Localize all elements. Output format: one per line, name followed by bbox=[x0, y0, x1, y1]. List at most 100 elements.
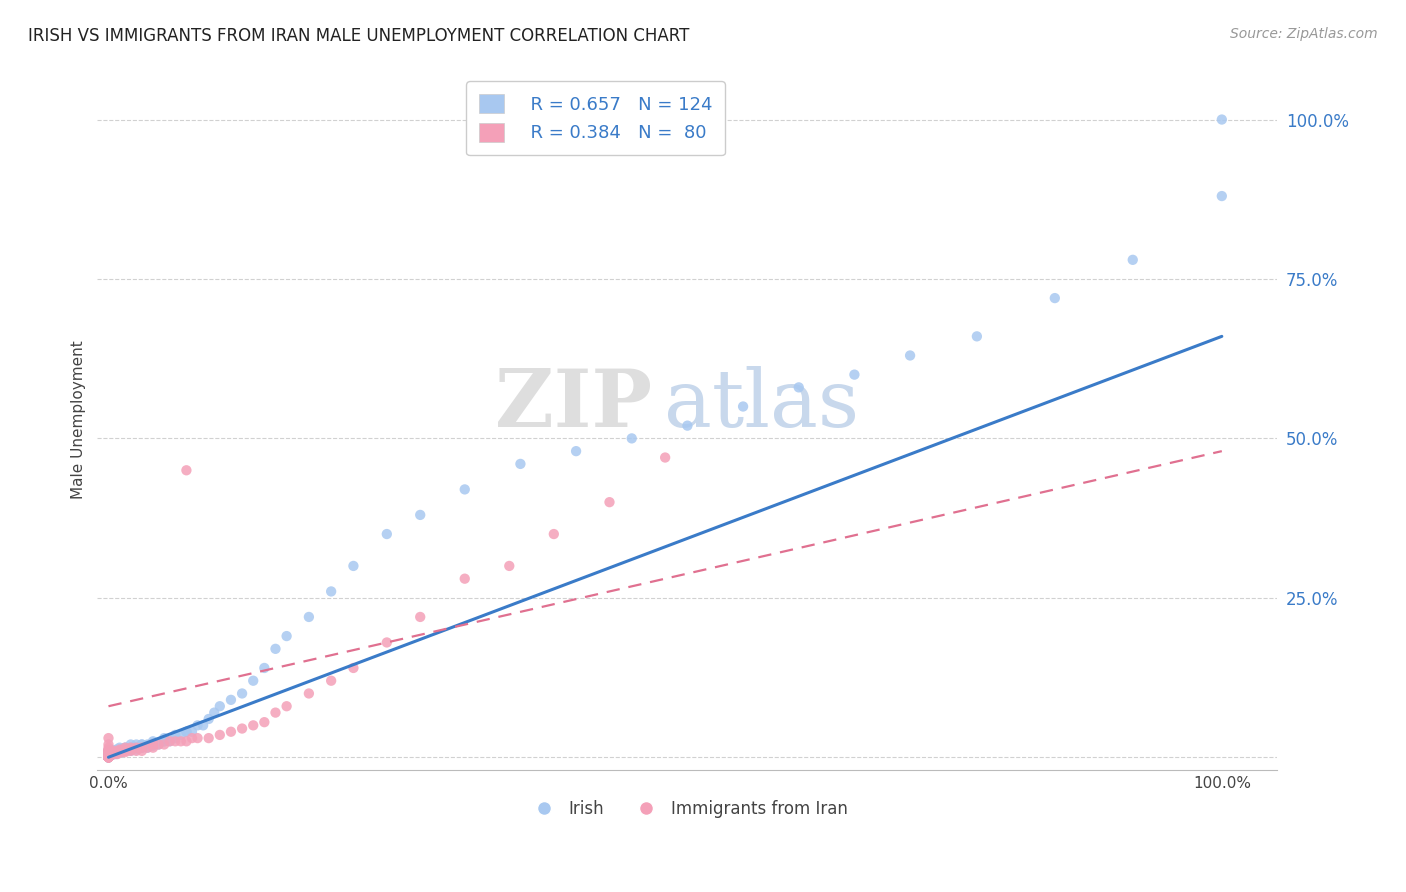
Point bbox=[120, 740, 142, 755]
Point bbox=[1211, 189, 1233, 203]
Point bbox=[321, 584, 343, 599]
Point bbox=[176, 463, 198, 477]
Point bbox=[676, 418, 699, 433]
Point bbox=[97, 750, 120, 764]
Point bbox=[264, 706, 287, 720]
Point bbox=[97, 750, 120, 764]
Point bbox=[108, 745, 131, 759]
Point bbox=[97, 750, 120, 764]
Point bbox=[159, 734, 181, 748]
Point bbox=[131, 744, 153, 758]
Point bbox=[114, 742, 136, 756]
Point bbox=[125, 740, 148, 755]
Point bbox=[153, 734, 176, 748]
Point bbox=[108, 744, 131, 758]
Text: IRISH VS IMMIGRANTS FROM IRAN MALE UNEMPLOYMENT CORRELATION CHART: IRISH VS IMMIGRANTS FROM IRAN MALE UNEMP… bbox=[28, 27, 689, 45]
Point bbox=[97, 750, 120, 764]
Point bbox=[97, 750, 120, 764]
Point bbox=[276, 699, 298, 714]
Point bbox=[97, 744, 120, 758]
Point bbox=[103, 747, 125, 761]
Point bbox=[97, 750, 120, 764]
Point bbox=[197, 731, 219, 745]
Point bbox=[97, 750, 120, 764]
Point bbox=[142, 740, 165, 755]
Point bbox=[97, 750, 120, 764]
Point bbox=[97, 750, 120, 764]
Text: atlas: atlas bbox=[664, 367, 859, 444]
Point bbox=[509, 457, 531, 471]
Point bbox=[197, 712, 219, 726]
Point bbox=[97, 744, 120, 758]
Point bbox=[148, 738, 170, 752]
Point bbox=[97, 750, 120, 764]
Point bbox=[97, 750, 120, 764]
Point bbox=[208, 728, 231, 742]
Point bbox=[97, 744, 120, 758]
Point bbox=[97, 750, 120, 764]
Point bbox=[409, 610, 432, 624]
Point bbox=[125, 738, 148, 752]
Point bbox=[208, 699, 231, 714]
Point bbox=[114, 744, 136, 758]
Point bbox=[844, 368, 866, 382]
Point bbox=[97, 745, 120, 759]
Point bbox=[787, 380, 810, 394]
Point bbox=[142, 738, 165, 752]
Point bbox=[264, 641, 287, 656]
Point bbox=[111, 745, 134, 759]
Point bbox=[136, 739, 159, 753]
Point bbox=[159, 734, 181, 748]
Point bbox=[114, 745, 136, 759]
Point bbox=[97, 750, 120, 764]
Point bbox=[165, 728, 187, 742]
Point bbox=[108, 744, 131, 758]
Point bbox=[131, 740, 153, 755]
Point bbox=[97, 750, 120, 764]
Point bbox=[105, 745, 128, 759]
Point bbox=[97, 750, 120, 764]
Point bbox=[97, 747, 120, 761]
Point bbox=[105, 747, 128, 761]
Point bbox=[153, 731, 176, 745]
Point bbox=[298, 610, 321, 624]
Point bbox=[253, 661, 276, 675]
Point bbox=[103, 747, 125, 761]
Text: ZIP: ZIP bbox=[495, 367, 652, 444]
Point bbox=[131, 740, 153, 755]
Point bbox=[120, 742, 142, 756]
Point bbox=[598, 495, 620, 509]
Point bbox=[97, 750, 120, 764]
Point bbox=[654, 450, 676, 465]
Point bbox=[187, 718, 209, 732]
Point bbox=[114, 740, 136, 755]
Point bbox=[733, 400, 755, 414]
Point bbox=[97, 740, 120, 755]
Point bbox=[97, 750, 120, 764]
Point bbox=[321, 673, 343, 688]
Point bbox=[342, 558, 364, 573]
Point bbox=[108, 742, 131, 756]
Point bbox=[97, 750, 120, 764]
Point bbox=[105, 744, 128, 758]
Point bbox=[97, 750, 120, 764]
Y-axis label: Male Unemployment: Male Unemployment bbox=[72, 340, 86, 499]
Point bbox=[191, 718, 214, 732]
Point bbox=[97, 750, 120, 764]
Point bbox=[498, 558, 520, 573]
Point bbox=[97, 750, 120, 764]
Point bbox=[181, 731, 204, 745]
Text: Source: ZipAtlas.com: Source: ZipAtlas.com bbox=[1230, 27, 1378, 41]
Point bbox=[125, 740, 148, 755]
Point bbox=[97, 750, 120, 764]
Point bbox=[375, 527, 398, 541]
Point bbox=[187, 731, 209, 745]
Point bbox=[142, 738, 165, 752]
Point bbox=[97, 750, 120, 764]
Point bbox=[125, 742, 148, 756]
Point bbox=[97, 747, 120, 761]
Point bbox=[108, 740, 131, 755]
Point bbox=[97, 750, 120, 764]
Point bbox=[97, 731, 120, 745]
Point bbox=[131, 738, 153, 752]
